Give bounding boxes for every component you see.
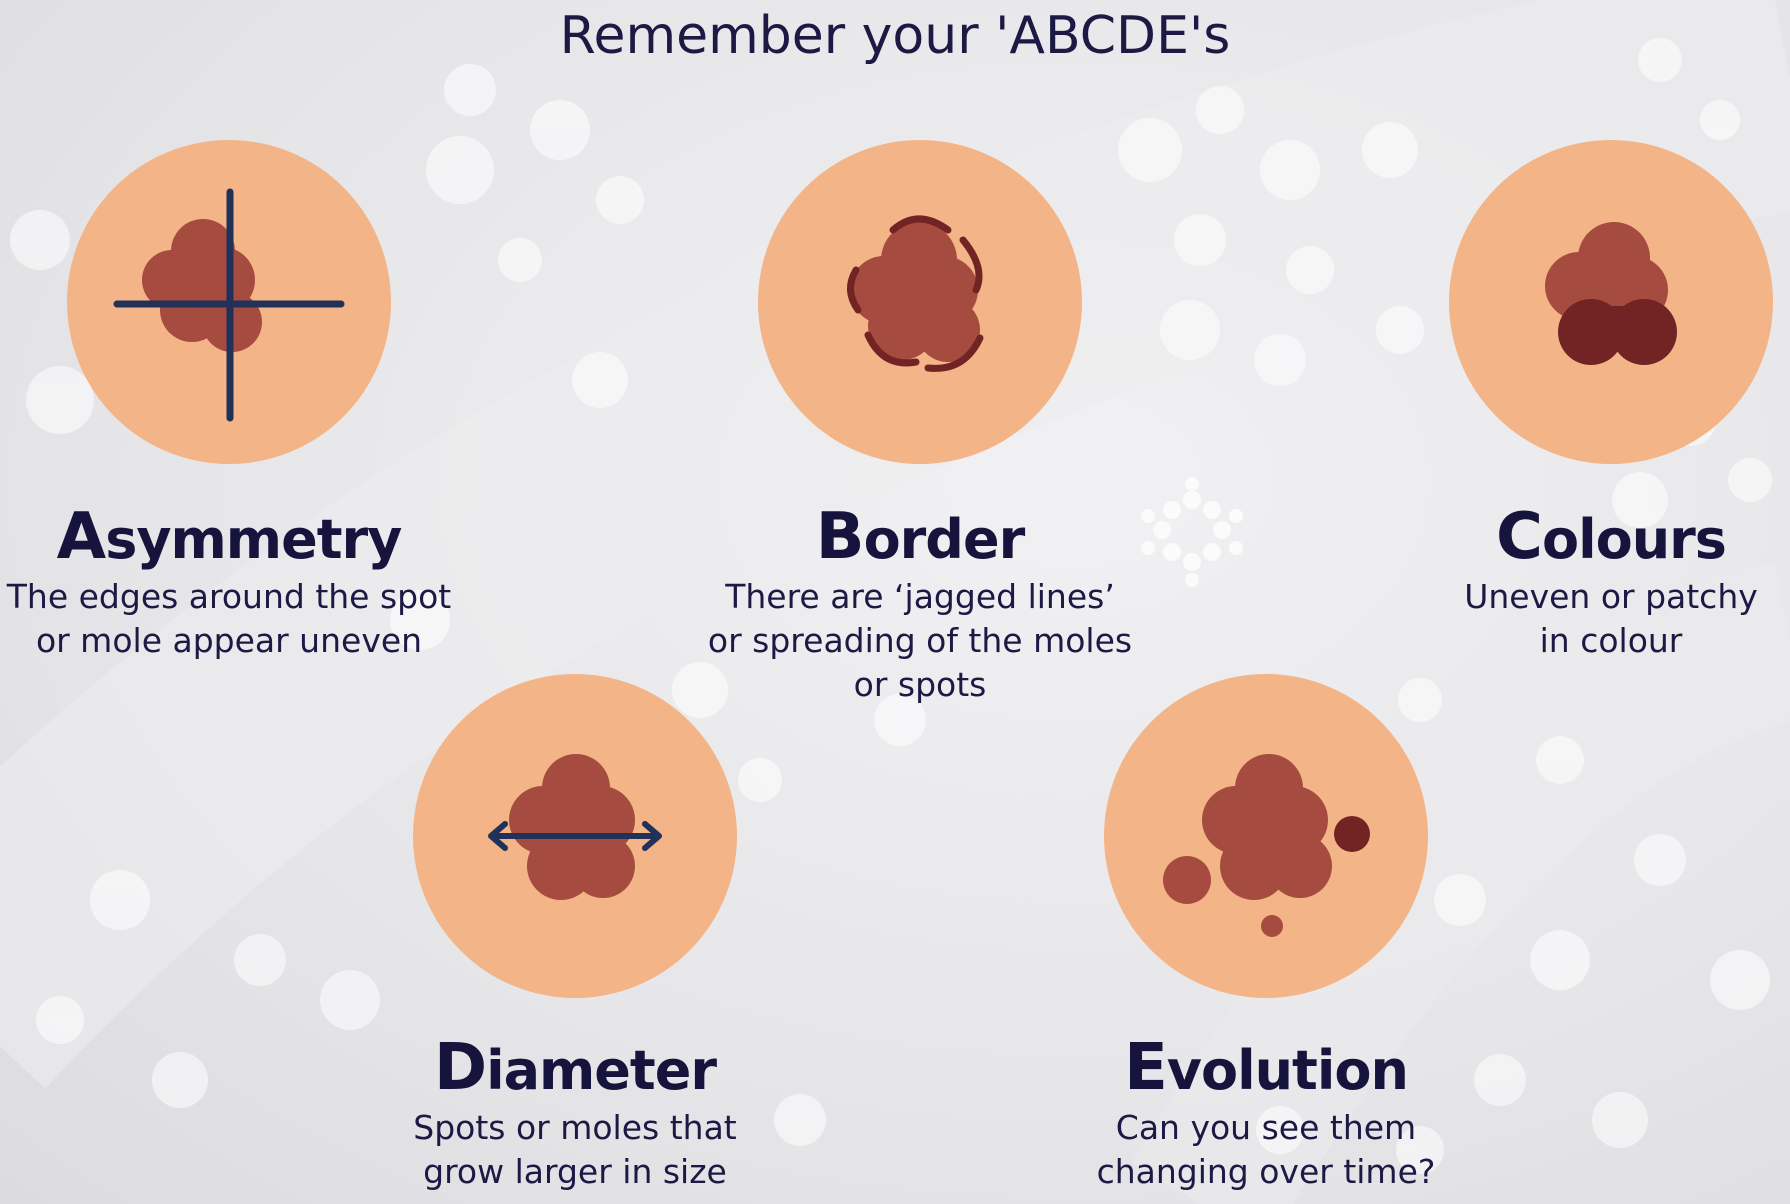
diameter-illustration: [413, 674, 737, 998]
item-heading: Asymmetry: [56, 500, 403, 574]
evolution-mole-icon: [1163, 754, 1370, 937]
abcde-item-asymmetry: Asymmetry The edges around the spot or mo…: [0, 500, 469, 663]
item-description: Spots or moles that grow larger in size: [413, 1108, 737, 1191]
abcde-item-border: Border There are ‘jagged lines’ or spread…: [680, 500, 1160, 707]
colours-mole-icon: [1545, 222, 1677, 365]
diameter-mole-icon: [488, 754, 662, 900]
item-heading: Evolution: [1124, 1031, 1409, 1105]
item-heading: Colours: [1496, 500, 1727, 574]
border-mole-icon: [847, 215, 984, 372]
colours-illustration: [1449, 140, 1773, 464]
item-heading: Border: [815, 500, 1025, 574]
asymmetry-mole-icon: [113, 188, 345, 422]
abcde-item-evolution: Evolution Can you see them changing over …: [1026, 1031, 1506, 1194]
abcde-item-colours: Colours Uneven or patchy in colour: [1371, 500, 1790, 663]
abcde-item-diameter: Diameter Spots or moles that grow larger …: [335, 1031, 815, 1194]
item-description: There are ‘jagged lines’ or spreading of …: [707, 577, 1133, 704]
page-title: Remember your 'ABCDE's: [559, 6, 1231, 66]
item-description: Can you see them changing over time?: [1096, 1108, 1436, 1191]
border-illustration: [758, 140, 1082, 464]
item-heading: Diameter: [433, 1031, 717, 1105]
asymmetry-illustration: [67, 140, 391, 464]
item-description: The edges around the spot or mole appear …: [6, 577, 452, 660]
evolution-illustration: [1104, 674, 1428, 998]
item-description: Uneven or patchy in colour: [1464, 577, 1758, 660]
